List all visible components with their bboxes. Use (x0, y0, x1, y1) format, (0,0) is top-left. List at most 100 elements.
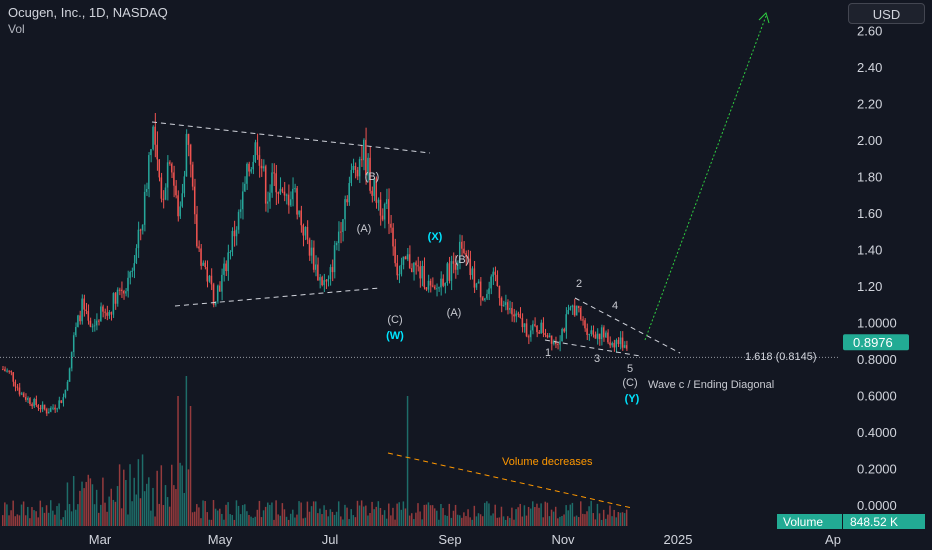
volume-bar (465, 516, 467, 526)
candle-body (425, 287, 428, 290)
volume-bar (494, 504, 496, 526)
candle-body (16, 386, 19, 388)
candle-body (371, 190, 373, 196)
candle-body (285, 194, 288, 196)
volume-bar (519, 503, 521, 526)
candle-body (454, 263, 457, 270)
candle-body (481, 297, 484, 301)
candle-body (24, 397, 27, 400)
volume-bar (16, 514, 19, 526)
volume-bar (302, 518, 304, 526)
volume-bar (139, 498, 142, 526)
time-axis-tick: Sep (438, 532, 461, 547)
volume-bar (79, 490, 81, 526)
volume-bar (513, 519, 515, 526)
volume-bar (252, 517, 254, 526)
volume-bar (37, 517, 39, 526)
volume-bar (312, 501, 315, 526)
candle-body (246, 163, 248, 184)
volume-bar (91, 484, 94, 526)
candle-body (166, 162, 169, 188)
wave-label: 4 (612, 300, 618, 312)
candle-body (469, 258, 471, 276)
volume-bar (271, 502, 273, 526)
candle-body (77, 315, 79, 327)
currency-button[interactable]: USD (848, 3, 925, 24)
candle-body (196, 214, 198, 247)
candle-body (158, 159, 160, 178)
volume-bar (4, 502, 6, 526)
volume-bar (552, 511, 555, 526)
candle-body (344, 199, 346, 220)
candle-body (417, 265, 419, 267)
candle-body (106, 312, 108, 316)
candle-body (304, 226, 307, 236)
volume-bar (321, 514, 323, 526)
candle-body (87, 311, 90, 321)
volume-bar (110, 488, 112, 526)
volume-bar (479, 514, 482, 526)
volume-bar (125, 480, 127, 526)
volume-bar (273, 519, 275, 526)
candle-body (156, 144, 158, 160)
candle-body (315, 264, 317, 270)
candle-body (563, 328, 565, 332)
volume-bar (250, 516, 252, 526)
candle-body (258, 155, 261, 166)
volume-bar (333, 514, 336, 526)
volume-bar (18, 515, 21, 526)
volume-bar (615, 517, 617, 526)
volume-bar (567, 510, 569, 526)
volume-bar (319, 508, 321, 526)
volume-bar (590, 500, 592, 526)
candle-body (262, 166, 265, 169)
volume-bar (383, 510, 386, 526)
volume-bar (500, 506, 503, 526)
volume-bar (365, 505, 367, 526)
volume-bar (375, 506, 377, 526)
candle-body (577, 305, 580, 309)
volume-bar (118, 464, 121, 526)
candle-body (465, 253, 467, 258)
wave-label: (C) (387, 314, 402, 326)
volume-bar (181, 465, 183, 526)
volume-bar (148, 477, 150, 526)
candle-body (488, 288, 490, 294)
volume-bar (127, 514, 129, 526)
candle-body (413, 262, 415, 273)
candle-body (271, 172, 273, 193)
price-axis-bg (840, 0, 932, 550)
candle-body (532, 324, 534, 331)
price-axis-tick: 1.40 (857, 243, 882, 258)
price-axis-tick: 1.60 (857, 206, 882, 221)
volume-bar (607, 514, 609, 526)
volume-bar (6, 504, 8, 526)
volume-bar (525, 515, 528, 526)
candle-body (538, 332, 540, 334)
volume-bar (102, 477, 104, 526)
candle-body (225, 263, 227, 272)
volume-bar (557, 518, 559, 526)
volume-bar (369, 512, 371, 526)
candle-body (494, 271, 496, 275)
volume-bar (120, 508, 123, 526)
volume-bar (586, 511, 588, 526)
volume-bar (429, 505, 432, 526)
volume-bar (183, 492, 186, 526)
candle-body (181, 193, 183, 207)
volume-bar (219, 508, 221, 526)
volume-bar (114, 501, 117, 526)
volume-bar (559, 516, 561, 526)
volume-bar (344, 504, 346, 526)
candle-body (473, 268, 476, 288)
volume-bar (239, 514, 242, 526)
volume-bar (550, 509, 553, 526)
candle-body (492, 271, 494, 277)
time-axis-tick: 2025 (664, 532, 693, 547)
candle-body (500, 298, 503, 306)
volume-bar (49, 500, 52, 526)
volume-bar (431, 505, 434, 526)
candle-body (68, 368, 71, 382)
candle-body (580, 308, 582, 320)
